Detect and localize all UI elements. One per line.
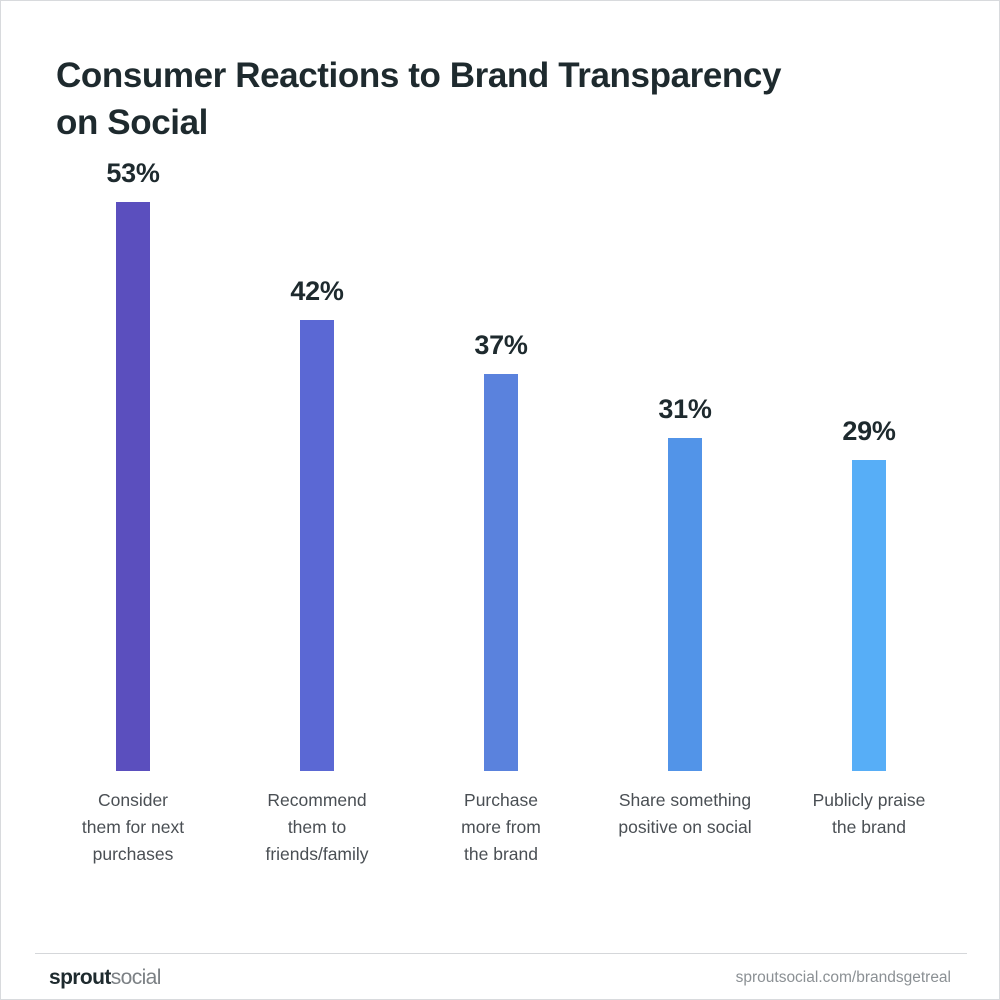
bar[interactable] [484, 374, 518, 771]
category-label-line: them to [287, 817, 347, 838]
bar-wrapper: 37% [416, 181, 586, 771]
sprout-social-logo: sproutsocial [49, 966, 161, 990]
bar-chart-plot-area: 53% 42% 37% 31% 29% [41, 158, 961, 771]
category-label-line: Purchase [464, 790, 538, 810]
bar-wrapper: 42% [232, 181, 402, 771]
category-label: Purchase more from the brand [406, 787, 596, 868]
title-line-1: Consumer Reactions to Brand Transparency [56, 56, 782, 95]
footer-url: sproutsocial.com/brandsgetreal [735, 969, 951, 986]
category-label-line: them for next [81, 817, 185, 838]
category-label-line: Consider [97, 790, 169, 810]
category-label: Recommend them to friends/family [222, 787, 412, 868]
bar-group: 42% [232, 181, 402, 771]
bar-value-label: 29% [842, 415, 896, 446]
category-label-line: Share something [618, 790, 752, 810]
logo-bold-text: sprout [49, 966, 111, 989]
bar-group: 31% [600, 181, 770, 771]
x-axis-category-labels: Consider them for next purchases Recommend t… [41, 787, 961, 897]
bar[interactable] [852, 459, 886, 771]
category-label-line: the brand [832, 817, 906, 838]
bar[interactable] [300, 320, 334, 771]
category-label: Publicly praise the brand [774, 787, 964, 841]
category-label-line: Publicly praise [812, 790, 926, 810]
category-label: Consider them for next purchases [38, 787, 228, 868]
bar-group: 29% [784, 181, 954, 771]
bar-group: 37% [416, 181, 586, 771]
bar-wrapper: 29% [784, 181, 954, 771]
footer-divider [35, 953, 967, 954]
category-label-line: purchases [92, 844, 174, 865]
bar-value-label: 42% [290, 276, 344, 307]
category-label-line: the brand [464, 844, 538, 865]
bar[interactable] [668, 438, 702, 771]
category-label-line: friends/family [265, 844, 369, 865]
category-label-line: Recommend [267, 790, 367, 810]
bar-wrapper: 53% [48, 158, 218, 771]
category-label-line: positive on social [618, 817, 752, 838]
category-label-line: more from [461, 817, 541, 838]
title-line-2: on Social [56, 102, 208, 142]
bar-wrapper: 31% [600, 181, 770, 771]
page-title: Consumer Reactions to Brand Transparency… [56, 53, 876, 147]
logo-light-text: social [110, 966, 162, 989]
bar-value-label: 53% [106, 158, 160, 189]
bar-value-label: 31% [658, 394, 712, 425]
bar-group: 53% [48, 158, 218, 771]
category-label: Share something positive on social [590, 787, 780, 841]
bar[interactable] [116, 202, 150, 771]
bar-value-label: 37% [474, 330, 528, 361]
